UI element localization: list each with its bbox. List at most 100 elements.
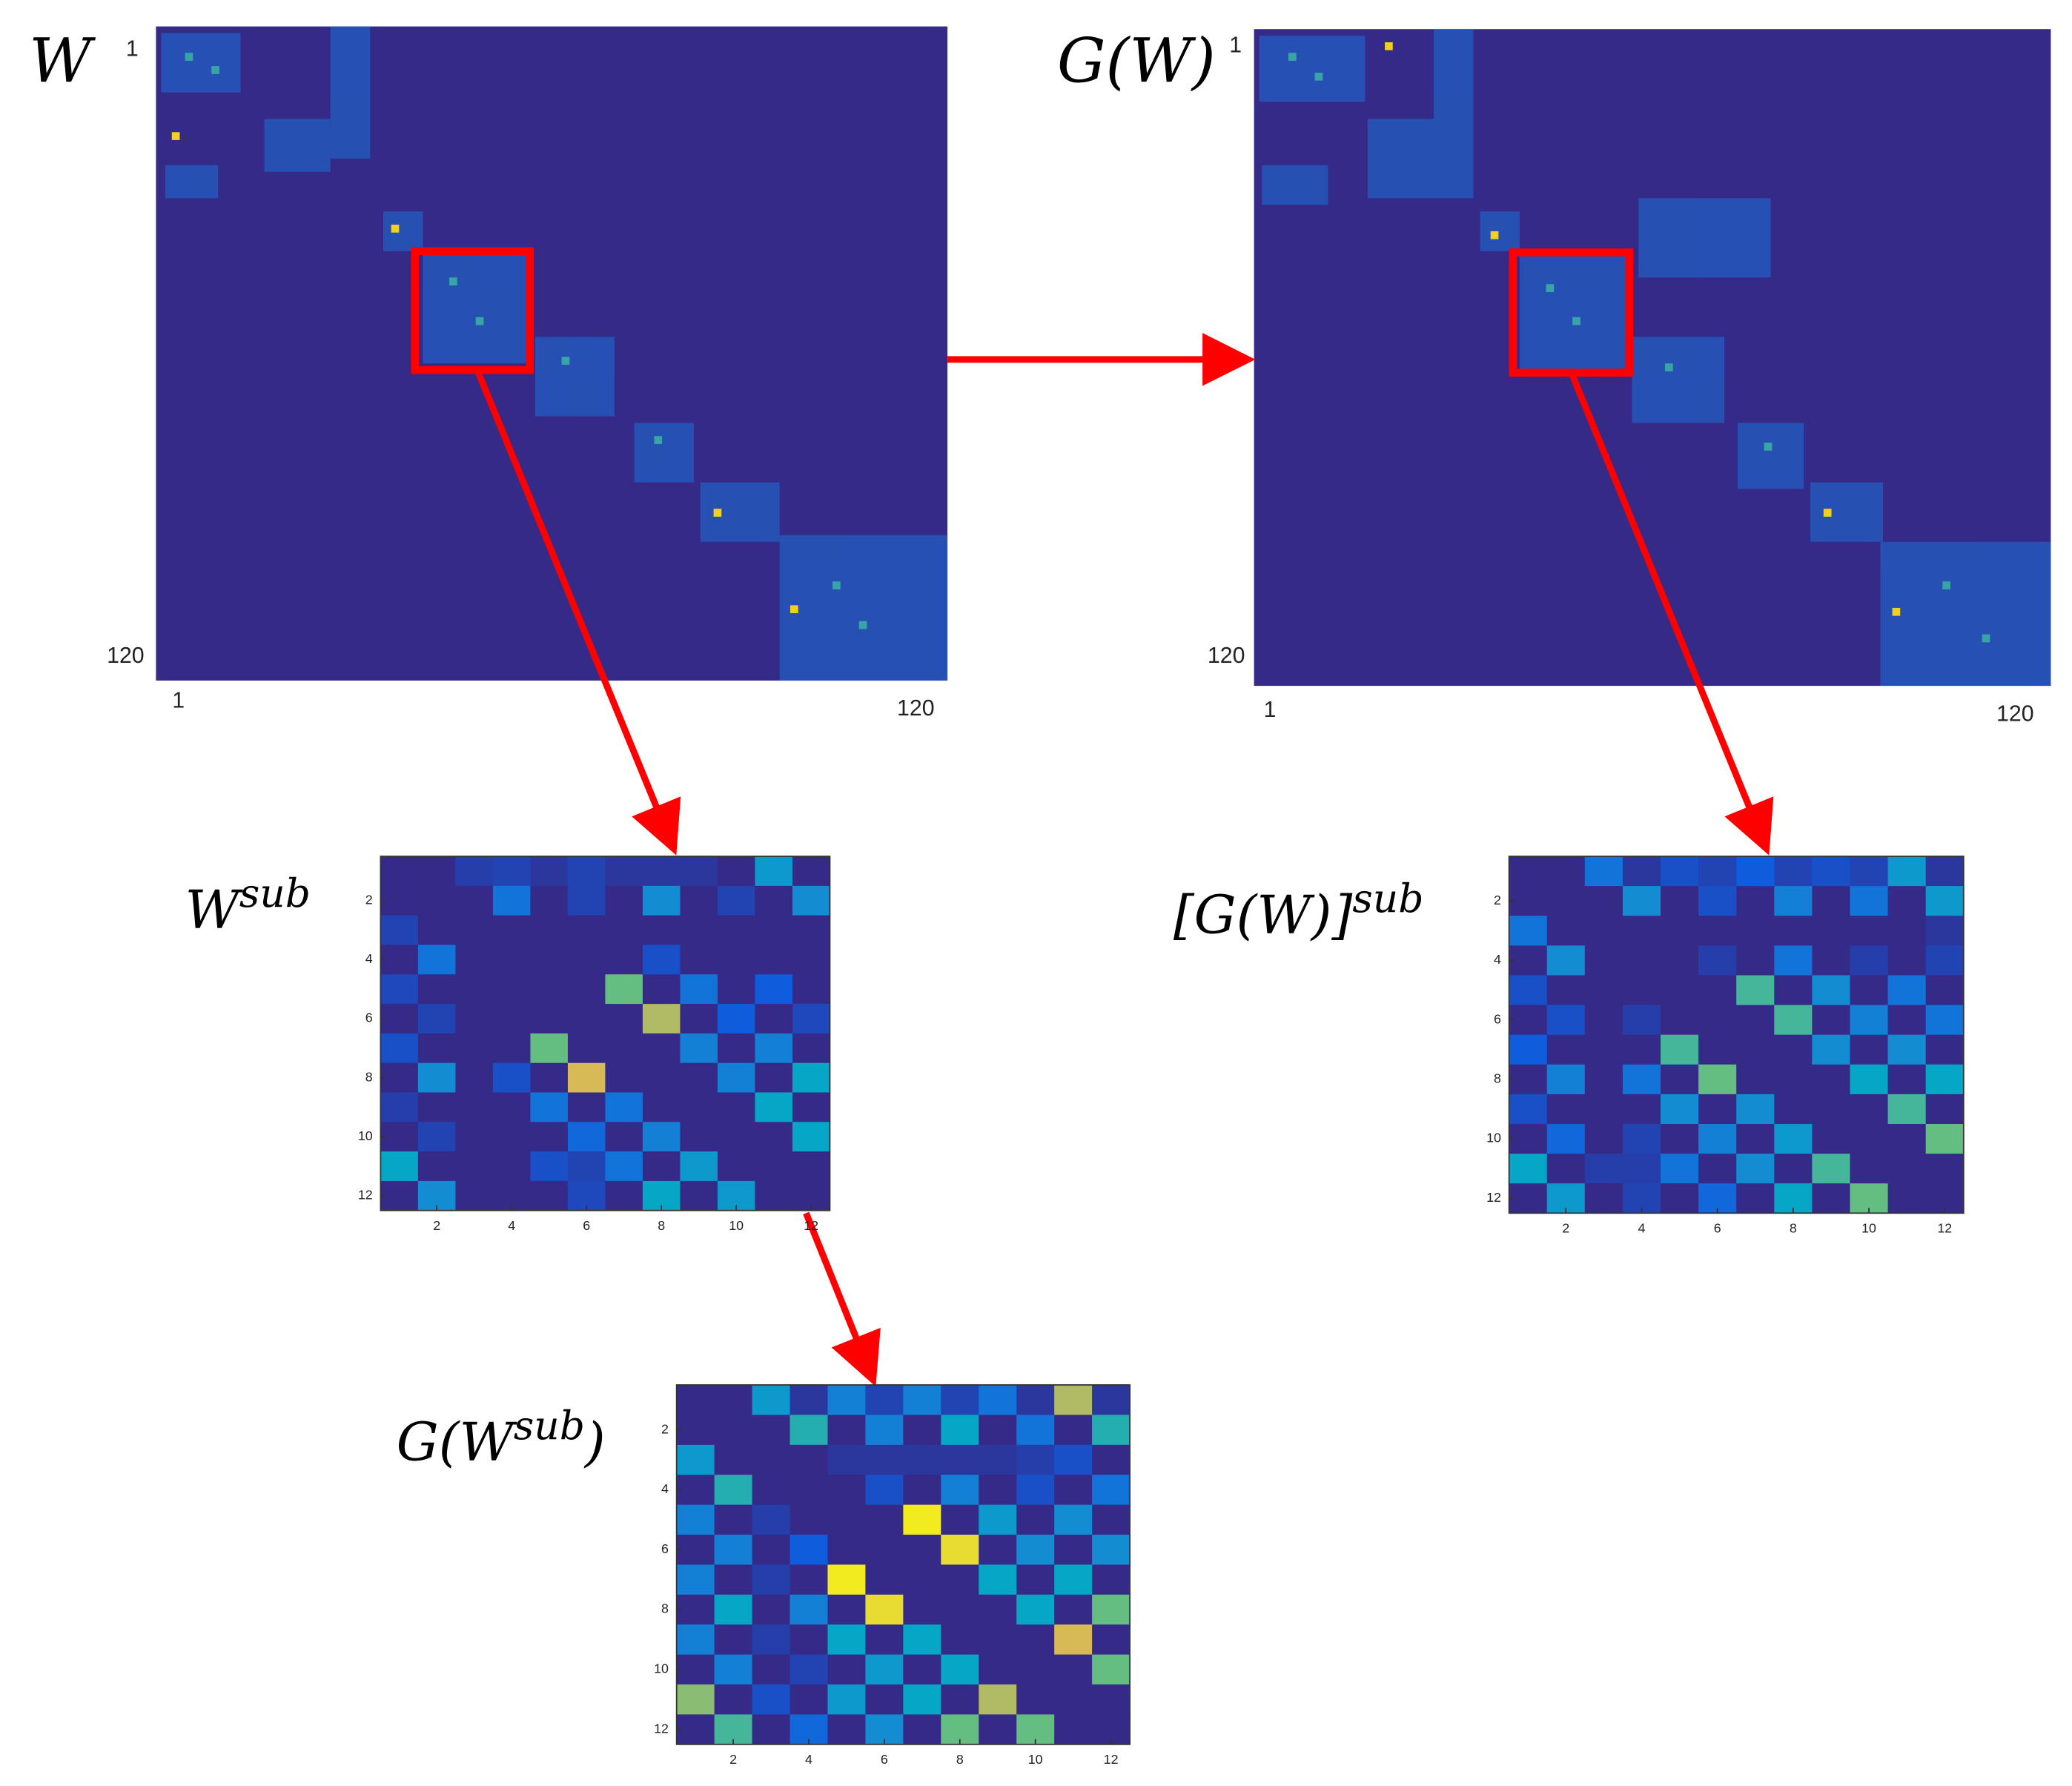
heatmap-cell	[1092, 1415, 1131, 1446]
heatmap-cell	[676, 1475, 715, 1506]
heatmap-cell	[567, 1122, 606, 1152]
heatmap-cell	[714, 1535, 753, 1565]
heatmap-cell	[680, 1151, 718, 1182]
heatmap-cell	[455, 885, 494, 916]
heatmap-cell	[903, 1535, 941, 1565]
label-main: G(W)	[1057, 27, 1216, 97]
y-tick-label: 8	[365, 1069, 373, 1084]
label-main: W	[185, 879, 244, 940]
heatmap-cell	[1584, 1064, 1623, 1095]
heatmap-cell	[417, 1122, 456, 1152]
heatmap-cell	[1622, 1094, 1661, 1125]
heatmap-cell	[642, 1004, 681, 1034]
heatmap-cell	[790, 1684, 828, 1715]
heatmap-cell	[605, 856, 643, 887]
heatmap-cell	[1850, 856, 1889, 887]
y-tick-label: 10	[358, 1128, 373, 1143]
heatmap-cell	[792, 1151, 830, 1182]
heatmap-cell	[1887, 1183, 1927, 1214]
heatmap-cell	[1016, 1535, 1055, 1565]
heatmap-cell	[642, 974, 681, 1005]
label-sup: sub	[239, 870, 311, 916]
matrix-w	[156, 26, 948, 681]
y-tick-label: 4	[1494, 952, 1501, 967]
heatmap-cell	[492, 1151, 531, 1182]
heatmap-cell	[676, 1564, 715, 1595]
heatmap-cell	[455, 1062, 494, 1094]
heatmap-cell	[827, 1504, 866, 1535]
y-tick-label: 10	[654, 1661, 669, 1676]
heatmap-cell	[1698, 856, 1737, 887]
heatmap-cell	[1736, 886, 1775, 916]
heatmap-cell	[714, 1475, 753, 1506]
heatmap-cell	[755, 856, 793, 887]
y-tick-label: 1	[126, 37, 139, 62]
heatmap-cell	[755, 1004, 793, 1034]
heatmap-cell	[755, 974, 793, 1005]
heatmap-cell	[1092, 1654, 1131, 1685]
heatmap-cell	[717, 1151, 755, 1182]
heatmap-cell	[1661, 1183, 1699, 1214]
heatmap-cell	[717, 1062, 755, 1094]
heatmap-cell	[1887, 975, 1927, 1006]
label-sup: sub	[514, 1402, 585, 1449]
heatmap-cell	[1622, 1005, 1661, 1036]
heatmap-cell	[1584, 1034, 1623, 1065]
heatmap-cell	[1850, 1094, 1889, 1125]
heatmap-cell	[1887, 916, 1927, 946]
heatmap-cell	[676, 1504, 715, 1535]
heatmap-cell	[605, 1062, 643, 1094]
heatmap-cell	[567, 856, 606, 887]
heatmap-cell	[979, 1564, 1017, 1595]
heatmap-cell	[642, 1151, 681, 1182]
heatmap-cell	[1054, 1475, 1093, 1506]
heatmap-cell	[827, 1475, 866, 1506]
heatmap-cell	[792, 974, 830, 1005]
heatmap-cell	[530, 1092, 569, 1122]
heatmap-cell	[1509, 945, 1548, 976]
heatmap-cell	[1812, 856, 1851, 887]
heatmap-cell	[1584, 1123, 1623, 1154]
x-tick-label: 10	[1028, 1752, 1043, 1767]
heatmap-cell	[941, 1415, 979, 1446]
heatmap-cell	[865, 1684, 904, 1715]
x-tick-label: 1	[1264, 698, 1277, 722]
heatmap-cell	[865, 1385, 904, 1415]
heatmap-cell	[979, 1415, 1017, 1446]
heatmap-cell	[1092, 1385, 1131, 1415]
label-main: W	[29, 27, 96, 97]
matrix-gw	[1254, 29, 2051, 687]
heatmap-cell	[752, 1564, 791, 1595]
y-tick-label: 8	[1494, 1071, 1501, 1086]
x-tick-label: 6	[1714, 1220, 1721, 1235]
heatmap-cell	[790, 1475, 828, 1506]
heatmap-cell	[530, 1122, 569, 1152]
heatmap-cell	[790, 1594, 828, 1625]
heatmap-cell	[1925, 1123, 1965, 1154]
heatmap-cell	[1509, 1064, 1548, 1095]
heatmap-cell	[642, 915, 681, 945]
heatmap-cell	[865, 1475, 904, 1506]
heatmap-cell	[567, 974, 606, 1005]
heatmap-cell	[676, 1535, 715, 1565]
heatmap-cell	[676, 1594, 715, 1625]
heatmap-cell	[903, 1654, 941, 1685]
heatmap-cell	[567, 1092, 606, 1122]
heatmap-cell	[1774, 886, 1813, 916]
heatmap-cell	[1774, 1123, 1813, 1154]
heatmap-cell	[380, 915, 419, 945]
math-label: Wsub	[185, 870, 311, 941]
heatmap-cell	[979, 1535, 1017, 1565]
heatmap-cell	[792, 1033, 830, 1064]
heatmap-cell	[717, 945, 755, 975]
x-tick-label: 2	[433, 1218, 440, 1233]
x-tick-label: 4	[805, 1752, 812, 1767]
x-tick-label: 4	[508, 1218, 515, 1233]
heatmap-cell	[417, 856, 456, 887]
heatmap-cell	[417, 885, 456, 916]
heatmap-cell	[1925, 1094, 1965, 1125]
heatmap-cell	[1887, 1005, 1927, 1036]
x-tick-label: 1	[172, 688, 185, 712]
heatmap-cell	[1925, 856, 1965, 887]
heatmap-cell	[1812, 916, 1851, 946]
